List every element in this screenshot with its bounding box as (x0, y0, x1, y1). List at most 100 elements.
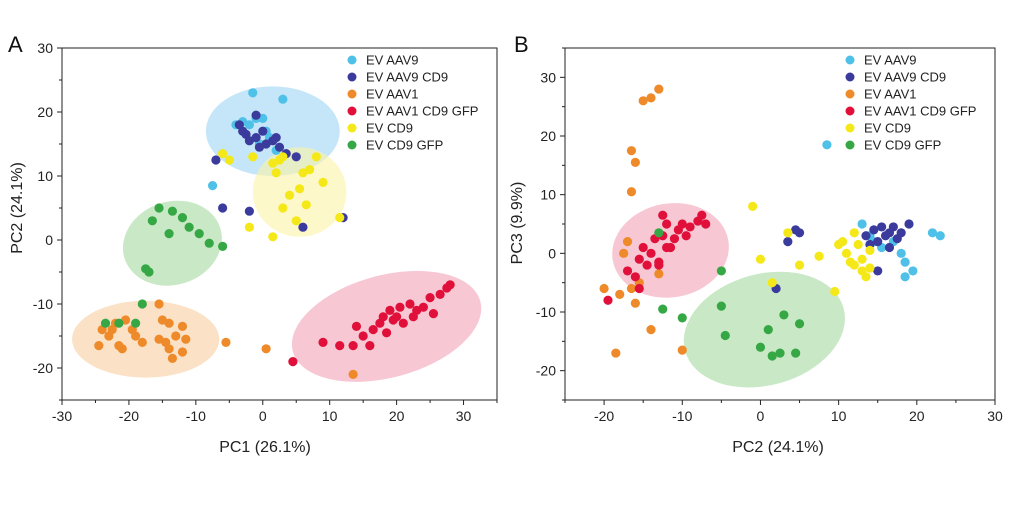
data-point (221, 337, 231, 347)
data-point (630, 298, 640, 308)
legend-entry: EV AAV9 CD9 (366, 70, 448, 85)
data-point (164, 229, 174, 239)
data-point (395, 302, 405, 312)
legend-marker (845, 123, 855, 133)
data-point (154, 299, 164, 309)
data-point (822, 140, 832, 150)
legend-marker (347, 106, 357, 116)
legend: EV AAV9 EV AAV9 CD9 EV AAV1 EV AAV1 CD9 GFP… (347, 53, 478, 153)
data-point (622, 266, 633, 276)
data-point (244, 120, 254, 130)
data-point (311, 152, 321, 162)
data-point (141, 264, 151, 274)
data-point (849, 228, 859, 238)
y-tick-label: -20 (536, 363, 556, 379)
y-tick-label: 30 (37, 40, 53, 56)
data-point (841, 248, 852, 258)
data-point (794, 228, 805, 238)
data-point (865, 245, 875, 255)
x-tick-label: 0 (757, 408, 765, 424)
panel-b-y-axis-title: PC3 (9.9%) (509, 182, 526, 265)
series-ev-aav9-cd9 (771, 219, 914, 294)
series-ev-aav1 (599, 84, 687, 358)
x-tick-label: -20 (594, 408, 614, 424)
data-point (767, 351, 777, 361)
data-point (251, 133, 261, 143)
data-point (167, 353, 178, 363)
data-point (207, 181, 218, 191)
data-point (873, 237, 883, 247)
data-point (900, 257, 910, 267)
legend-entry: EV AAV1 (366, 87, 419, 102)
legend-marker (347, 89, 357, 99)
data-point (630, 272, 640, 282)
data-point (288, 357, 298, 367)
data-point (164, 344, 174, 354)
confidence-ellipse-ev-aav1 (72, 300, 220, 378)
data-point (278, 94, 288, 104)
y-tick-label: -20 (33, 360, 53, 376)
data-point (251, 110, 261, 120)
data-point (181, 334, 191, 344)
data-point (271, 168, 281, 178)
data-point (615, 289, 625, 299)
x-tick-label: -20 (119, 408, 139, 424)
panel-a-label: A (8, 32, 23, 57)
legend-marker (347, 123, 357, 133)
x-tick-label: 0 (259, 408, 267, 424)
data-point (857, 254, 867, 264)
data-point (814, 251, 824, 261)
data-point (278, 152, 288, 162)
data-point (849, 260, 859, 270)
y-tick-label: 20 (37, 104, 53, 120)
data-point (248, 152, 258, 162)
data-point (622, 237, 633, 247)
legend: EV AAV9 EV AAV9 CD9 EV AAV1 EV AAV1 CD9 GFP… (845, 53, 976, 153)
data-point (830, 286, 840, 297)
data-point (853, 239, 863, 250)
data-point (755, 254, 766, 264)
panel-a-x-axis-title: PC1 (26.1%) (219, 439, 311, 456)
data-point (435, 289, 445, 299)
data-point (935, 231, 945, 241)
data-point (147, 216, 157, 226)
x-tick-label: 10 (831, 408, 847, 424)
data-point (177, 321, 188, 331)
data-point (385, 305, 395, 315)
data-point (318, 337, 328, 347)
data-point (131, 318, 141, 328)
data-point (218, 241, 228, 251)
x-tick-label: 20 (909, 408, 925, 424)
data-point (834, 239, 844, 250)
series-ev-cd9 (218, 149, 345, 242)
data-point (908, 266, 918, 276)
x-tick-label: -10 (186, 408, 206, 424)
data-point (274, 142, 285, 152)
series-ev-aav9-cd9 (211, 110, 348, 232)
data-point (654, 84, 664, 94)
x-tick-label: 10 (322, 408, 338, 424)
data-point (164, 318, 174, 328)
data-point (335, 341, 345, 351)
data-point (284, 190, 295, 200)
data-point (630, 157, 640, 167)
data-point (794, 260, 805, 270)
confidence-ellipse-ev-aav1-cd9-gfp (291, 270, 482, 382)
data-point (137, 337, 147, 347)
legend-entry: EV CD9 GFP (366, 138, 443, 153)
series-ev-aav1-cd9-gfp (288, 280, 455, 367)
data-point (900, 272, 910, 282)
data-point (681, 231, 691, 241)
data-point (305, 165, 315, 175)
y-tick-label: 10 (540, 187, 556, 203)
data-point (677, 313, 687, 323)
data-point (378, 312, 388, 322)
data-point (877, 222, 887, 232)
plot-frame (61, 47, 498, 401)
legend-marker (347, 72, 357, 82)
data-point (365, 341, 375, 351)
data-point (368, 325, 378, 335)
legend-entry: EV AAV1 CD9 GFP (864, 104, 976, 119)
data-point (896, 248, 906, 258)
